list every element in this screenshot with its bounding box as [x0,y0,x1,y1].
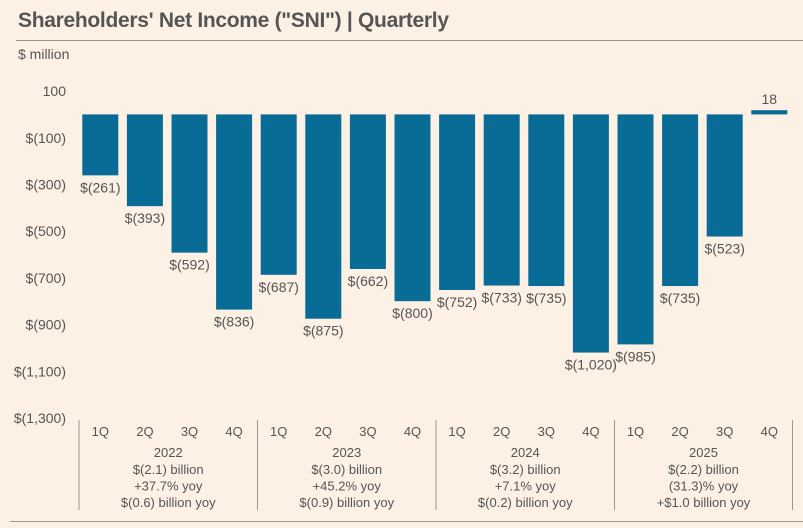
y-tick-label: $(300) [26,176,66,192]
group-summary-line: $(2.2) billion [668,462,739,477]
x-tick-label: 3Q [538,424,555,439]
bar [483,114,520,286]
group-summary-line: (31.3)% yoy [669,479,739,494]
group-summary-line: +45.2% yoy [313,479,382,494]
data-label: $(800) [392,305,432,321]
y-tick-label: $(1,300) [14,410,66,426]
bar [260,114,297,275]
x-tick-label: 4Q [404,424,421,439]
group-year-label: 2024 [511,445,540,460]
data-label: $(985) [615,348,655,364]
data-label: $(875) [303,323,343,339]
data-label: $(523) [704,241,744,257]
x-tick-label: 4Q [761,424,778,439]
y-tick-label: $(1,100) [14,363,66,379]
x-tick-label: 3Q [716,424,733,439]
group-year-label: 2025 [689,445,718,460]
x-tick-label: 3Q [181,424,198,439]
group-summary-line: $(2.1) billion [133,462,204,477]
group-summary-line: $(3.0) billion [311,462,382,477]
x-tick-label: 1Q [627,424,644,439]
data-label: $(662) [348,273,388,289]
data-label: $(592) [169,257,209,273]
bar [394,114,431,302]
bar [126,114,163,207]
y-tick-label: $(100) [26,130,66,146]
group-summary-line: $(0.9) billion yoy [299,495,394,510]
group-year-label: 2023 [332,445,361,460]
x-tick-label: 3Q [359,424,376,439]
x-tick-label: 4Q [225,424,242,439]
bar [572,114,609,353]
group-summary-line: $(0.2) billion yoy [478,495,573,510]
group-summary-line: +7.1% yoy [495,479,557,494]
data-label: $(733) [481,290,521,306]
group-summary-line: $(0.6) billion yoy [121,495,216,510]
x-tick-label: 4Q [582,424,599,439]
data-label: $(836) [214,314,254,330]
bar [617,114,654,345]
data-label: $(752) [437,294,477,310]
bar [439,114,476,290]
data-label: $(735) [526,290,566,306]
bar [171,114,208,253]
bar [706,114,743,237]
bar [662,114,699,287]
data-label: $(393) [125,210,165,226]
data-label: $(687) [258,279,298,295]
y-tick-label: $(900) [26,317,66,333]
x-tick-label: 1Q [448,424,465,439]
x-tick-label: 2Q [671,424,688,439]
bar [305,114,342,319]
group-summary-line: $(3.2) billion [490,462,561,477]
bar [216,114,253,310]
x-tick-label: 1Q [270,424,287,439]
bar [528,114,565,287]
bar [82,114,119,176]
y-tick-label: $(700) [26,270,66,286]
y-tick-label: $(500) [26,223,66,239]
bar [349,114,386,269]
y-tick-label: 100 [43,83,67,99]
x-tick-label: 1Q [92,424,109,439]
data-label: 18 [762,91,778,107]
chart-title: Shareholders' Net Income ("SNI") | Quart… [18,9,449,32]
title-divider [16,40,803,41]
bar [751,110,788,115]
data-label: $(1,020) [565,357,617,373]
bottom-divider [10,521,803,522]
data-label: $(261) [80,179,120,195]
x-tick-label: 2Q [315,424,332,439]
group-year-label: 2022 [154,445,183,460]
x-tick-label: 2Q [136,424,153,439]
group-summary-line: +$1.0 billion yoy [657,495,751,510]
group-summary-line: +37.7% yoy [134,479,203,494]
y-axis-unit-label: $ million [18,46,70,62]
x-tick-label: 2Q [493,424,510,439]
data-label: $(735) [660,290,700,306]
